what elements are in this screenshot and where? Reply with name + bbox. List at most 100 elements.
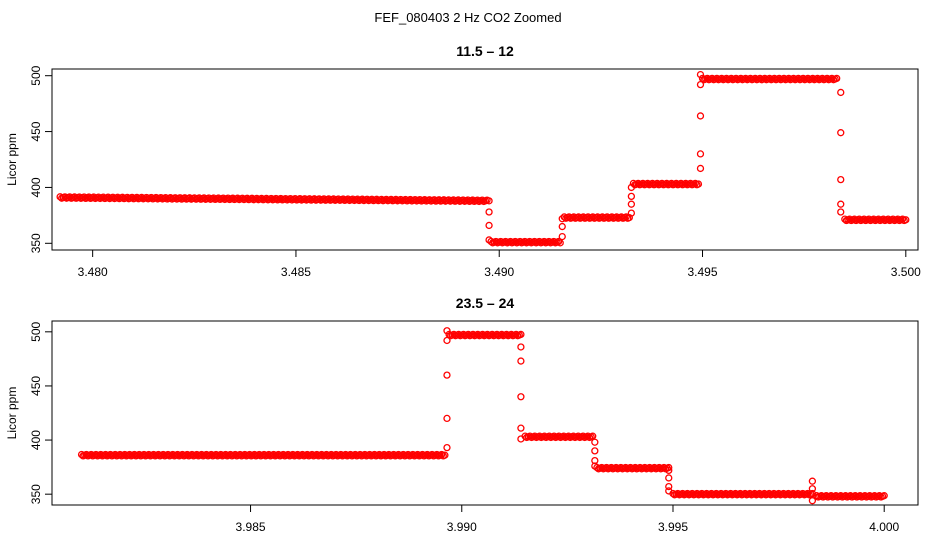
data-point <box>535 237 543 246</box>
data-point <box>517 330 525 339</box>
transition-point <box>808 477 817 485</box>
data-point <box>339 195 347 203</box>
data-point <box>870 492 879 500</box>
data-point <box>545 237 553 246</box>
data-point <box>889 215 897 223</box>
panel-title: 23.5 – 24 <box>456 295 515 311</box>
data-point <box>492 237 500 246</box>
transition-point <box>443 336 451 345</box>
data-point <box>185 194 194 202</box>
data-point <box>114 193 122 201</box>
data-point <box>377 195 386 203</box>
data-point <box>85 193 93 201</box>
data-point <box>157 193 165 202</box>
data-point <box>229 194 237 202</box>
transition-point <box>696 70 705 79</box>
data-point <box>874 215 883 223</box>
y-tick-label: 350 <box>29 484 43 504</box>
transition-point <box>837 175 845 184</box>
data-point <box>866 492 874 500</box>
data-point <box>554 237 563 246</box>
transition-point <box>837 129 845 137</box>
data-point <box>574 432 582 440</box>
data-point <box>214 194 223 202</box>
transition-point <box>837 208 845 216</box>
data-point <box>90 193 98 201</box>
data-point <box>138 193 146 202</box>
transition-point <box>517 343 525 351</box>
transition-point <box>485 208 493 216</box>
data-point <box>277 194 285 203</box>
data-point <box>238 194 247 202</box>
data-point <box>445 196 453 204</box>
data-point <box>253 194 261 203</box>
transition-point <box>696 112 705 120</box>
data-point <box>879 215 887 223</box>
data-point <box>123 193 131 201</box>
data-point <box>296 195 304 203</box>
data-point <box>363 195 371 203</box>
data-point <box>190 194 199 202</box>
data-point <box>441 451 449 459</box>
data-point <box>837 492 845 500</box>
transition-point <box>558 222 566 231</box>
data-point <box>325 195 333 203</box>
data-point <box>171 194 179 202</box>
data-point <box>898 215 907 223</box>
y-axis-label: Licor ppm <box>5 387 19 440</box>
data-point <box>569 432 578 440</box>
data-point <box>301 195 309 203</box>
data-point <box>521 237 529 246</box>
data-point <box>401 195 410 204</box>
transition-point <box>591 462 599 470</box>
data-point <box>511 237 519 246</box>
data-point <box>555 432 563 440</box>
data-point <box>291 195 299 203</box>
data-point <box>421 196 429 204</box>
data-point <box>387 195 395 204</box>
y-tick-label: 450 <box>29 121 43 141</box>
transition-point <box>591 447 599 455</box>
data-point <box>464 196 472 204</box>
data-point <box>205 194 213 202</box>
y-tick-label: 400 <box>29 430 43 450</box>
transition-point <box>443 443 451 452</box>
data-point <box>286 194 295 203</box>
data-point <box>152 193 160 202</box>
data-point <box>694 180 703 188</box>
data-point <box>104 193 112 201</box>
data-point <box>822 492 830 500</box>
data-point <box>817 492 826 500</box>
data-point <box>894 215 902 223</box>
data-point <box>828 74 836 83</box>
data-point <box>540 432 549 440</box>
transition-point <box>837 200 845 208</box>
x-tick-label: 3.990 <box>447 520 477 534</box>
data-point <box>176 194 184 202</box>
panel-title: 11.5 – 12 <box>456 43 514 59</box>
data-point <box>841 215 849 223</box>
data-point <box>344 195 352 203</box>
data-point <box>353 195 362 203</box>
data-point <box>560 432 568 440</box>
data-point <box>425 196 434 204</box>
transition-point <box>808 497 817 505</box>
data-point <box>691 179 699 188</box>
data-point <box>406 195 414 204</box>
transition-point <box>627 209 636 217</box>
data-point <box>550 432 558 440</box>
data-point <box>870 215 878 223</box>
data-point <box>320 195 328 203</box>
y-tick-label: 500 <box>29 65 43 85</box>
data-point <box>248 194 256 202</box>
data-point <box>181 194 189 202</box>
data-point <box>827 492 835 500</box>
data-point <box>257 194 266 203</box>
transition-point <box>696 150 705 158</box>
data-point <box>128 193 136 202</box>
data-point <box>109 193 117 201</box>
data-point <box>329 195 338 203</box>
data-point <box>133 193 141 202</box>
data-point <box>373 195 381 203</box>
data-point <box>875 492 884 500</box>
